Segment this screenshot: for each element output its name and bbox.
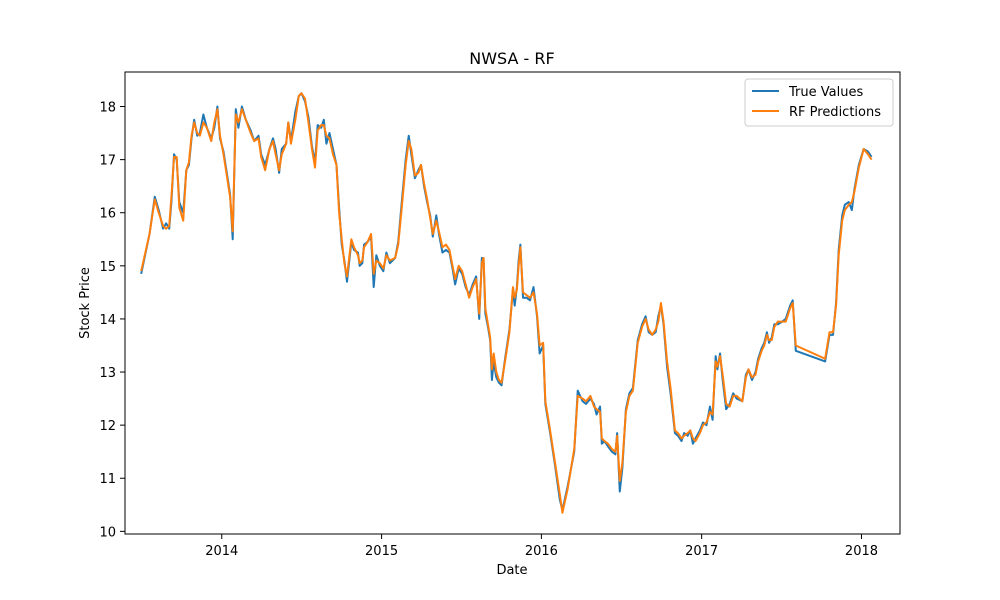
y-tick-label: 10 <box>99 525 116 540</box>
legend: True Values RF Predictions <box>744 78 894 127</box>
y-tick-label: 18 <box>99 101 116 116</box>
x-tick-label: 2015 <box>365 544 398 559</box>
plot-area <box>124 71 901 535</box>
legend-label-true-values: True Values <box>788 85 863 100</box>
legend-box <box>744 78 894 127</box>
chart-title: NWSA - RF <box>469 49 554 68</box>
x-tick-label: 2016 <box>525 544 558 559</box>
y-axis-label: Stock Price <box>78 267 93 339</box>
y-tick-label: 15 <box>99 260 116 275</box>
x-tick-label: 2018 <box>845 544 878 559</box>
series-layer <box>140 92 873 514</box>
x-axis: 2014 2015 2016 2017 2018 <box>205 534 878 559</box>
x-tick-label: 2014 <box>205 544 238 559</box>
x-axis-label: Date <box>496 563 527 578</box>
y-tick-label: 17 <box>99 154 116 169</box>
plot-frame <box>124 71 901 535</box>
y-tick-label: 11 <box>99 472 116 487</box>
y-tick-label: 14 <box>99 313 116 328</box>
y-tick-label: 12 <box>99 419 116 434</box>
y-tick-label: 13 <box>99 366 116 381</box>
series-line-rf-predictions <box>140 92 873 514</box>
y-axis: 10 11 12 13 14 15 16 17 18 <box>99 101 125 540</box>
legend-label-rf-predictions: RF Predictions <box>789 105 881 120</box>
x-tick-label: 2017 <box>685 544 718 559</box>
y-tick-label: 16 <box>99 207 116 222</box>
